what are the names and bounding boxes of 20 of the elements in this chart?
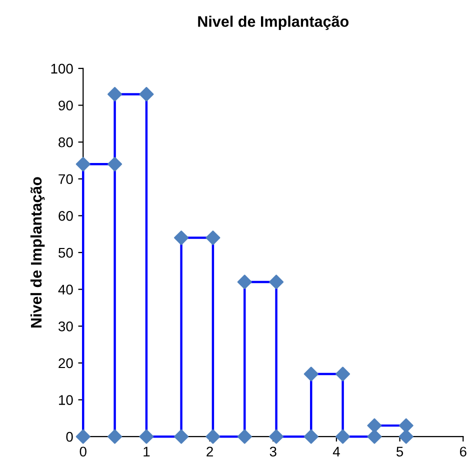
y-tick-label: 50 [58,248,73,258]
y-axis-title: Nivel de Implantação [30,177,45,328]
y-tick-label: 10 [59,395,73,405]
y-tick-label: 60 [58,211,73,221]
x-tick-label: 1 [144,446,150,456]
x-tick-label: 0 [80,446,86,457]
y-tick-label: 40 [58,284,73,295]
x-tick-label: 5 [396,446,404,457]
chart-title: Nivel de Implantação [198,16,349,30]
y-tick-label: 0 [66,432,73,442]
x-tick-label: 2 [206,446,213,456]
x-tick-label: 4 [332,446,340,456]
y-tick-label: 80 [58,137,73,148]
x-tick-label: 6 [460,446,466,457]
x-tick-label: 3 [270,446,276,457]
y-tick-label: 70 [58,174,73,184]
y-tick-label: 20 [58,358,73,368]
y-tick-label: 90 [58,100,73,110]
y-tick-label: 100 [51,64,73,74]
y-tick-label: 30 [58,321,73,332]
